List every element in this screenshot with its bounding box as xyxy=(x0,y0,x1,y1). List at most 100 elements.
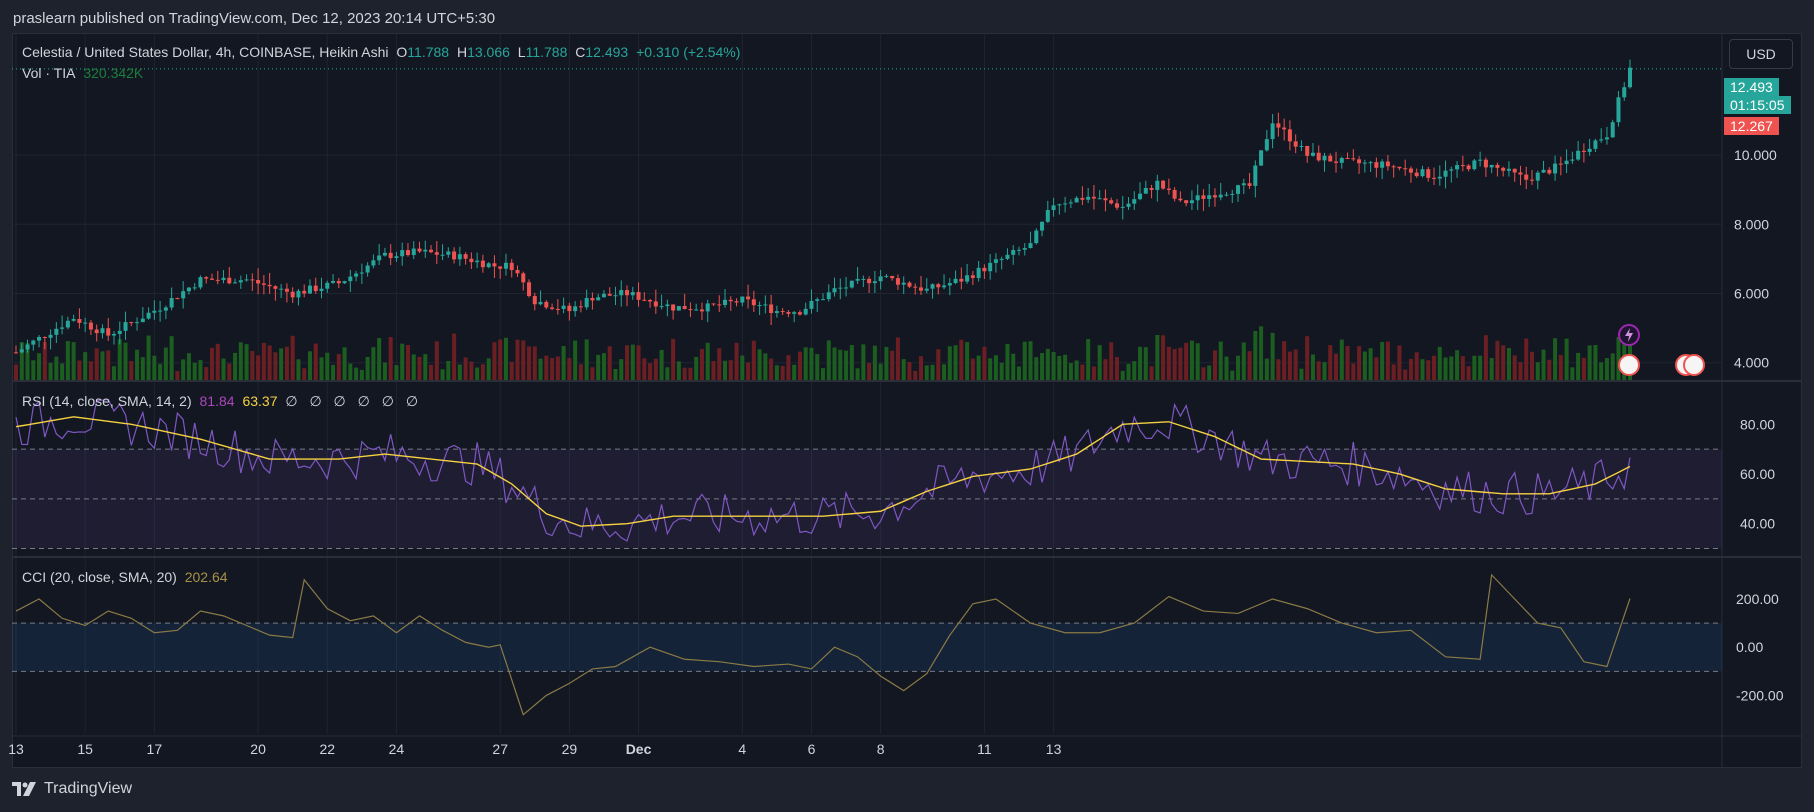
candle-body xyxy=(544,301,549,308)
candle-body xyxy=(19,349,24,353)
candle-body xyxy=(901,282,906,285)
volume-bar xyxy=(1091,366,1096,380)
volume-bar xyxy=(913,370,918,380)
candle-body xyxy=(1368,162,1373,164)
volume-bar xyxy=(233,352,238,380)
x-tick-label: Dec xyxy=(626,741,652,757)
candle-body xyxy=(371,260,376,266)
candle-body xyxy=(1287,129,1292,142)
volume-bar xyxy=(417,356,422,380)
candle-body xyxy=(999,258,1004,260)
candle-body xyxy=(509,262,514,270)
volume-bar xyxy=(256,355,261,380)
candle-body xyxy=(192,287,197,289)
candle-body xyxy=(1045,210,1050,222)
volume-bar xyxy=(1322,362,1327,380)
volume-bar xyxy=(1293,349,1298,380)
candle-body xyxy=(573,306,578,312)
us-flag-icon-3[interactable] xyxy=(1683,354,1705,376)
candle-body xyxy=(907,282,912,287)
candle-body xyxy=(682,306,687,310)
candle-body xyxy=(1040,221,1045,231)
lightning-icon[interactable] xyxy=(1618,324,1640,346)
candle-body xyxy=(1558,163,1563,165)
volume-bar xyxy=(1380,341,1385,380)
volume-bar xyxy=(1604,358,1609,380)
candle-body xyxy=(65,320,70,328)
candle-body xyxy=(1184,200,1189,204)
candle-body xyxy=(688,309,693,311)
candle-body xyxy=(1593,140,1598,149)
volume-bar xyxy=(1472,355,1477,380)
cci-pane xyxy=(12,573,1722,716)
candle-body xyxy=(423,249,428,252)
volume-bar xyxy=(325,352,330,380)
volume-bar xyxy=(394,365,399,380)
volume-bar xyxy=(993,355,998,380)
volume-bar xyxy=(538,358,543,380)
candle-body xyxy=(665,304,670,307)
volume-bar xyxy=(60,363,65,380)
volume-bar xyxy=(844,350,849,380)
candle-body xyxy=(1166,188,1171,190)
volume-bar xyxy=(1097,345,1102,380)
candle-body xyxy=(1599,139,1604,141)
candle-body xyxy=(913,286,918,288)
volume-bar xyxy=(722,360,728,380)
currency-button[interactable]: USD xyxy=(1729,39,1793,69)
candle-body xyxy=(849,280,854,288)
volume-bar xyxy=(382,362,387,380)
candle-body xyxy=(106,328,111,336)
candle-body xyxy=(354,273,359,277)
high-value: 13.066 xyxy=(467,44,510,60)
volume-bar xyxy=(1068,363,1073,380)
volume-bar xyxy=(1138,346,1143,380)
volume-bar xyxy=(1357,346,1362,380)
volume-bar xyxy=(838,349,843,380)
candle-body xyxy=(1553,163,1558,174)
candle-body xyxy=(1547,169,1552,174)
volume-bar xyxy=(1166,346,1171,380)
candle-body xyxy=(1576,150,1581,160)
candle-body xyxy=(803,308,808,315)
candle-body xyxy=(1328,155,1333,162)
candle-body xyxy=(1074,197,1079,203)
candle-body xyxy=(417,248,422,252)
candle-body xyxy=(1414,172,1419,177)
volume-bar xyxy=(1114,357,1119,380)
axes: 13 15 17 20 22 24 27 29 Dec 4 6 8 11 13 4.000 6.000 8.00… xyxy=(8,147,1783,757)
grid-lines xyxy=(12,34,1722,734)
candle-body xyxy=(256,279,261,284)
candle-body xyxy=(244,279,249,281)
rsi-pane xyxy=(12,398,1722,550)
candle-body xyxy=(1276,123,1281,128)
volume-bar xyxy=(1178,347,1183,380)
candles xyxy=(13,59,1633,354)
us-flag-icon[interactable] xyxy=(1618,354,1640,376)
countdown-tag: 01:15:05 xyxy=(1724,96,1791,114)
candle-body xyxy=(527,282,532,296)
volume-bar xyxy=(446,360,451,380)
candle-body xyxy=(60,327,65,329)
volume-legend: Vol · TIA 320.342K xyxy=(22,65,147,81)
candle-body xyxy=(365,265,370,273)
candle-body xyxy=(1316,152,1321,161)
candle-body xyxy=(1212,195,1217,198)
volume-bar xyxy=(1086,338,1091,380)
volume-bar xyxy=(982,346,987,380)
candle-body xyxy=(377,255,382,261)
volume-bar xyxy=(532,346,537,380)
candle-body xyxy=(1437,176,1442,179)
volume-bar xyxy=(1512,355,1517,380)
cci-legend: CCI (20, close, SMA, 20) 202.64 xyxy=(22,569,232,585)
footer-brand[interactable]: TradingView xyxy=(12,780,132,798)
volume-bar xyxy=(1143,347,1148,380)
volume-bar xyxy=(354,367,359,380)
volume-bar xyxy=(555,356,560,380)
candle-body xyxy=(1189,200,1194,204)
candle-body xyxy=(215,279,220,281)
volume-bar xyxy=(209,347,214,380)
candle-body xyxy=(561,305,566,309)
high-label: H xyxy=(456,44,468,60)
